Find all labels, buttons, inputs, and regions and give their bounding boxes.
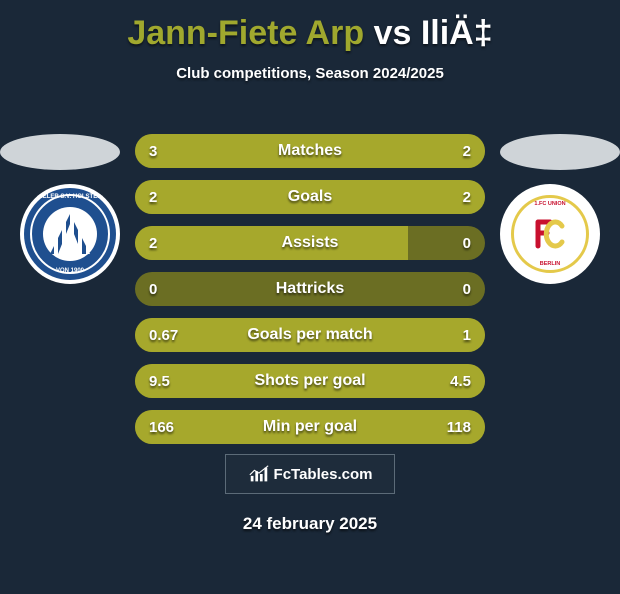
stat-row: 166118Min per goal <box>135 410 485 444</box>
kiel-badge: KIELER S.V. HOLSTEIN VON 1900 <box>24 188 116 280</box>
union-text-top: 1.FC UNION <box>513 201 587 207</box>
union-text-bottom: BERLIN <box>513 261 587 267</box>
chart-icon <box>248 463 270 485</box>
stat-row: 22Goals <box>135 180 485 214</box>
bar-fill-right <box>275 318 485 352</box>
bar-fill-left <box>135 410 338 444</box>
stat-value-left: 0 <box>135 272 171 306</box>
ellipse-right <box>500 134 620 170</box>
club-badge-right: 1.FC UNION BERLIN <box>500 184 600 284</box>
player2-name: IliÄ‡ <box>421 14 493 52</box>
stat-row: 0 0Hattricks <box>135 272 485 306</box>
bar-fill-left <box>135 364 373 398</box>
union-badge: 1.FC UNION BERLIN <box>511 195 589 273</box>
comparison-title: Jann-Fiete Arp vs IliÄ‡ <box>0 14 620 53</box>
bar-fill-right <box>310 180 485 214</box>
bar-fill-left <box>135 318 275 352</box>
kiel-text-top: KIELER S.V. HOLSTEIN <box>37 194 103 200</box>
subtitle: Club competitions, Season 2024/2025 <box>0 65 620 82</box>
date-text: 24 february 2025 <box>0 514 620 534</box>
union-logo-icon <box>532 216 568 252</box>
stat-row: 20Assists <box>135 226 485 260</box>
bar-fill-left <box>135 180 310 214</box>
club-badge-left: KIELER S.V. HOLSTEIN VON 1900 <box>20 184 120 284</box>
fctables-logo: FcTables.com <box>225 454 395 494</box>
player1-name: Jann-Fiete Arp <box>127 14 364 52</box>
stat-label: Hattricks <box>135 272 485 306</box>
stat-row: 32Matches <box>135 134 485 168</box>
bar-fill-right <box>345 134 485 168</box>
kiel-text-bottom: VON 1900 <box>56 268 84 274</box>
stat-row: 9.54.5Shots per goal <box>135 364 485 398</box>
vs-text: vs <box>374 14 412 52</box>
ellipse-left <box>0 134 120 170</box>
stat-row: 0.671Goals per match <box>135 318 485 352</box>
bar-fill-left <box>135 226 408 260</box>
bar-fill-right <box>338 410 485 444</box>
stat-value-right: 0 <box>449 272 485 306</box>
fctables-text: FcTables.com <box>274 466 373 483</box>
stats-bars: 32Matches22Goals20Assists00Hattricks0.67… <box>135 134 485 456</box>
bar-fill-left <box>135 134 345 168</box>
stat-value-right: 0 <box>449 226 485 260</box>
bar-fill-right <box>373 364 485 398</box>
